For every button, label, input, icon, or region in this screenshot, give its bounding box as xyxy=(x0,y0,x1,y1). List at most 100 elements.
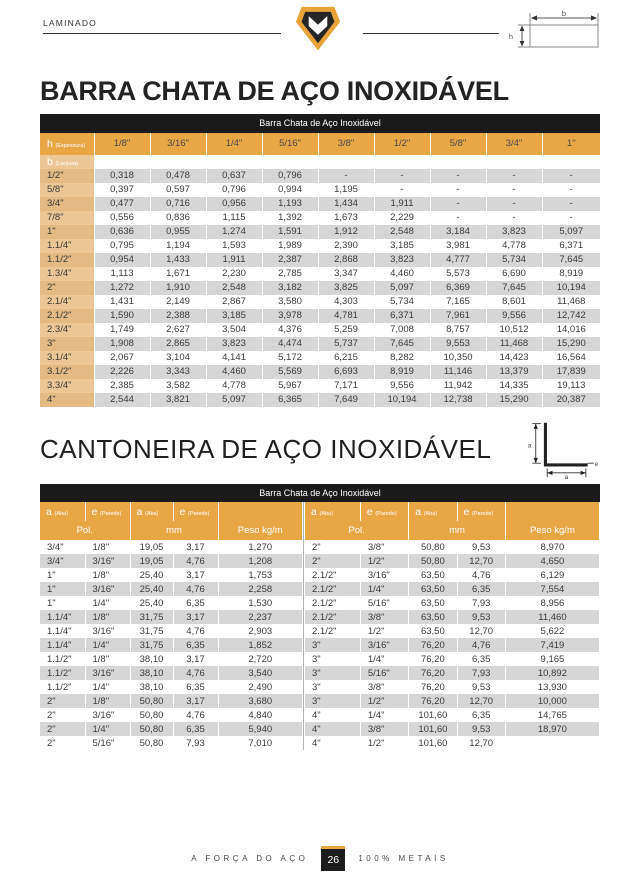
t1-value-cell: 7,645 xyxy=(373,336,430,351)
t1-value-cell: 7,645 xyxy=(485,280,542,295)
t1-value-cell: 5,737 xyxy=(317,336,374,351)
t2-value-cell: 3,17 xyxy=(172,610,218,624)
t1-value-cell: 1,671 xyxy=(149,266,206,281)
t1-value-cell: 8,282 xyxy=(373,350,430,365)
t1-col-header: 5/16" xyxy=(261,132,318,155)
unit-pol: Pol. xyxy=(305,521,409,540)
t2-value-cell: 3/16" xyxy=(84,554,130,568)
t1-value-cell: 0,397 xyxy=(93,182,150,197)
t2-value-cell: 1/8" xyxy=(84,610,130,624)
t1-value-cell: 0,556 xyxy=(93,210,150,225)
t1-value-cell: 14,335 xyxy=(485,378,542,393)
t2-value-cell: 3" xyxy=(312,653,321,665)
t1-value-cell: 1,911 xyxy=(373,196,430,211)
t1-value-cell: - xyxy=(485,196,542,211)
t1-value-cell: 8,601 xyxy=(485,294,542,309)
t2-value-cell: 7,010 xyxy=(217,736,302,750)
t2-value-cell: 50,80 xyxy=(408,540,458,554)
parede-sub: (Parede) xyxy=(375,510,397,517)
t2-value-cell: 3/16" xyxy=(359,638,409,652)
table-row: 1.1/4" 1/4" 31,75 6,35 1,852 xyxy=(40,638,302,652)
t2-value-cell: 10,000 xyxy=(504,694,599,708)
table-row: 2.1/2" 5/16" 63,50 7,93 8,956 xyxy=(305,596,599,610)
t2-value-cell: 9,53 xyxy=(456,722,506,736)
t2-right-unit-row: Pol. mm Peso kg/m xyxy=(305,521,599,540)
t1-value-cell: 4,781 xyxy=(317,308,374,323)
t1-value-cell: 1,908 xyxy=(93,336,150,351)
t1-value-cell: 1,115 xyxy=(205,210,262,225)
t2-value-cell: 50,80 xyxy=(129,694,173,708)
t1-row-label: 3.1/4" xyxy=(40,350,94,365)
t2-value-cell: 2,720 xyxy=(217,652,302,666)
t2-value-cell: 2,490 xyxy=(217,680,302,694)
t1-value-cell: 9,556 xyxy=(373,378,430,393)
table-row: 7/8" 0,556 0,836 1,115 1,392 1,673 2,229- - - xyxy=(40,210,600,225)
t1-value-cell: 6,215 xyxy=(317,350,374,365)
t1-value-cell: 10,194 xyxy=(373,392,430,407)
a-label: a xyxy=(46,505,52,518)
e-label: e xyxy=(179,505,186,518)
section2-title: CANTONEIRA DE AÇO INOXIDÁVEL xyxy=(40,434,492,464)
t1-col-header: 1/2" xyxy=(373,132,430,155)
table-row: 2.1/2" 1/2" 63,50 12,70 5,622 xyxy=(305,624,599,638)
table-row: 5/8" 0,397 0,597 0,796 0,994 1,195- - - - xyxy=(40,182,600,197)
t2-value-cell: 1.1/4" xyxy=(47,625,72,637)
t1-empty-cell xyxy=(149,154,206,169)
t1-value-cell: 6,693 xyxy=(317,364,374,379)
t1-value-cell: 1,193 xyxy=(261,196,318,211)
table-row: 2.1/2" 3/8" 63,50 9,53 11,460 xyxy=(305,610,599,624)
t1-value-cell: 15,290 xyxy=(485,392,542,407)
t2-value-cell: 4,76 xyxy=(172,666,218,680)
t2-value-cell: 4" xyxy=(312,709,321,721)
table-row: 3/4" 0,477 0,716 0,956 1,193 1,434 1,911- - - xyxy=(40,196,600,211)
t1-row-label: 2.3/4" xyxy=(40,322,94,337)
t1-value-cell: 7,961 xyxy=(429,308,486,323)
t2-value-cell: 13,930 xyxy=(504,680,599,694)
t2-value-cell: 76,20 xyxy=(408,680,458,694)
t1-value-cell: - xyxy=(429,182,486,197)
t1-value-cell: - xyxy=(485,210,542,225)
t2-divider xyxy=(303,502,304,750)
t1-row-label: 5/8" xyxy=(40,182,94,197)
flat-bar-b-label: b xyxy=(562,10,566,18)
t1-value-cell: 0,477 xyxy=(93,196,150,211)
t2-value-cell: 4,650 xyxy=(504,554,599,568)
t2-value-cell: 9,53 xyxy=(456,680,506,694)
table-row: 1.1/2" 1/4" 38,10 6,35 2,490 xyxy=(40,680,302,694)
t2-value-cell: 2,237 xyxy=(217,610,302,624)
t2-value-cell: 4,840 xyxy=(217,708,302,722)
angle-a-horizontal-label: a xyxy=(565,474,569,479)
t2-value-cell: 50,80 xyxy=(129,722,173,736)
t2-value-cell: 63,50 xyxy=(408,582,458,596)
t2-right-body: 2" 3/8" 50,80 9,53 8,970 2" 1/2" 50,80 12,70 4,65… xyxy=(305,540,599,750)
t1-value-cell: 5,172 xyxy=(261,350,318,365)
t2-value-cell xyxy=(504,736,599,750)
table-row: 2" 1/2" 50,80 12,70 4,650 xyxy=(305,554,599,568)
t1-row-label: 3/4" xyxy=(40,196,94,211)
t1-value-cell: 0,994 xyxy=(261,182,318,197)
t2-value-cell: 4,76 xyxy=(456,568,506,582)
t1-value-cell: 16,564 xyxy=(541,350,600,365)
t2-value-cell: 4,76 xyxy=(172,624,218,638)
table-row: 3/4" 1/8" 19,05 3,17 1,270 xyxy=(40,540,302,554)
t1-value-cell: 8,919 xyxy=(541,266,600,281)
t2-value-cell: 76,20 xyxy=(408,652,458,666)
t1-value-cell: 11,942 xyxy=(429,378,486,393)
page-footer: A FORÇA DO AÇO 26 100% METAIS xyxy=(0,846,640,871)
table-row: 3.1/4" 2,067 3,104 4,141 5,172 6,215 8,282 10,3… xyxy=(40,350,600,365)
t1-value-cell: 2,627 xyxy=(149,322,206,337)
t1-row-label: 1" xyxy=(40,224,94,239)
t1-value-cell: 0,318 xyxy=(93,168,150,183)
t2-left-ae-row: a (Aba) e (Parede) a (Aba) e (Parede) xyxy=(40,502,302,521)
t1-row-label: 3" xyxy=(40,336,94,351)
t2-value-cell: 6,35 xyxy=(172,722,218,736)
aba-sub: (Aba) xyxy=(423,510,438,517)
t1-value-cell: 11,468 xyxy=(541,294,600,309)
t1-row-label: 1.3/4" xyxy=(40,266,94,281)
t1-empty-cell xyxy=(485,154,542,169)
t2-ae-cell: e (Parede) xyxy=(359,502,409,521)
t1-col-header: 5/8" xyxy=(429,132,486,155)
t1-value-cell: 1,673 xyxy=(317,210,374,225)
t2-value-cell: 2.1/2" xyxy=(305,610,361,624)
t2-value-cell: 101,60 xyxy=(408,708,458,722)
